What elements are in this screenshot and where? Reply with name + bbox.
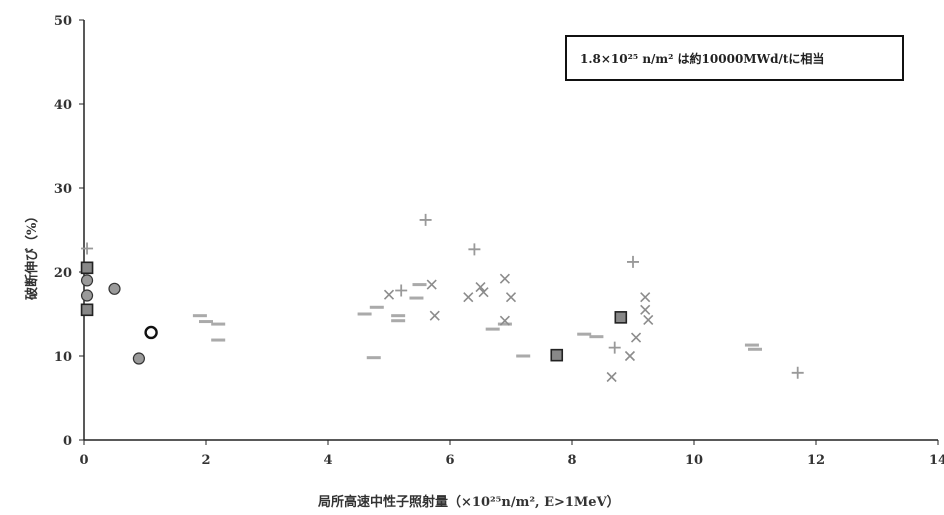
cross-point [505, 292, 517, 303]
square-point [80, 303, 94, 317]
dash-point [497, 322, 512, 326]
dash-point [412, 283, 427, 287]
cross-point [640, 304, 651, 315]
x-tick-label: 4 [323, 453, 332, 468]
open-circle-point [144, 325, 158, 340]
cross-point [499, 273, 510, 284]
plus-point [627, 255, 639, 268]
x-tick-label: 12 [807, 453, 825, 468]
dash-point [748, 347, 762, 351]
plus-point [419, 213, 432, 226]
y-axis-ticks: 0 10 20 30 40 50 [54, 14, 84, 449]
cross-point [499, 315, 510, 326]
plus-point [395, 284, 408, 297]
cross-point [383, 289, 395, 300]
y-axis-title: 破断伸び（%） [24, 210, 40, 300]
plus-point [791, 366, 804, 379]
cross-point [606, 371, 617, 383]
cross-point [643, 314, 654, 325]
x-axis-ticks: 0 2 4 6 8 10 12 14 [79, 440, 944, 468]
plus-point [468, 243, 481, 256]
x-tick-label: 14 [929, 453, 944, 468]
dash-point [369, 305, 384, 309]
cross-point [630, 332, 642, 343]
dash-point [391, 319, 406, 323]
cross-point [478, 287, 489, 298]
dash-point [516, 354, 531, 358]
square-point [80, 261, 94, 275]
filled-circle-point [80, 274, 94, 287]
x-tick-label: 6 [445, 453, 454, 468]
y-tick-label: 20 [54, 266, 72, 281]
cross-point [426, 279, 437, 290]
dash-point [192, 314, 207, 318]
dash-point [409, 296, 424, 300]
x-tick-label: 0 [79, 453, 88, 468]
dash-point [589, 335, 604, 339]
x-axis-title: 局所高速中性子照射量（×10²⁵n/m², E>1MeV） [318, 494, 620, 510]
x-tick-label: 10 [685, 453, 703, 468]
y-tick-label: 30 [54, 182, 72, 197]
y-tick-label: 10 [54, 350, 72, 365]
dash-point [366, 356, 381, 360]
y-tick-label: 40 [54, 98, 72, 113]
x-tick-label: 2 [201, 453, 210, 468]
plus-point [608, 341, 621, 354]
plus-point [81, 242, 94, 255]
cross-point [640, 292, 651, 303]
cross-point [463, 292, 474, 303]
y-tick-label: 0 [63, 434, 72, 449]
filled-circle-point [80, 289, 94, 302]
cross-point [429, 310, 440, 321]
y-tick-label: 50 [54, 14, 72, 29]
dash-point [391, 314, 406, 318]
annotation-box: 1.8×10²⁵ n/m² は約10000MWd/tに相当 [565, 35, 904, 81]
data-points [80, 213, 804, 383]
dash-point [199, 320, 213, 324]
dash-point [211, 322, 226, 326]
annotation-text: 1.8×10²⁵ n/m² は約10000MWd/tに相当 [580, 51, 824, 66]
filled-circle-point [132, 352, 145, 365]
cross-point [475, 282, 486, 293]
dash-point [744, 343, 759, 347]
square-point [550, 348, 564, 362]
dash-point [211, 338, 226, 342]
dash-point [357, 312, 372, 316]
cross-point [624, 350, 636, 362]
dash-point [485, 327, 500, 331]
square-point [614, 311, 628, 324]
dash-point [577, 332, 592, 336]
filled-circle-point [108, 282, 121, 295]
x-tick-label: 8 [567, 453, 576, 468]
